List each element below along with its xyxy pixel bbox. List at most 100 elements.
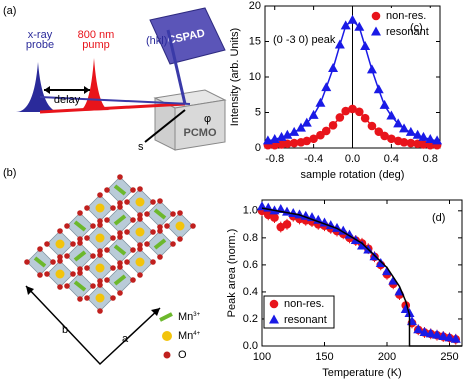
marker <box>388 275 399 285</box>
o-ion <box>70 271 76 277</box>
x-tick-label: -0.8 <box>265 153 284 165</box>
marker <box>380 131 389 141</box>
o-ion <box>157 254 163 260</box>
marker <box>341 106 350 116</box>
marker <box>335 113 345 122</box>
o-ion <box>144 211 150 217</box>
o-ion <box>97 192 103 198</box>
mn4-ion <box>95 203 105 213</box>
x-tick-label: 0.4 <box>384 153 399 165</box>
o-ion <box>117 290 123 296</box>
o-ion <box>44 271 50 277</box>
o-ion <box>24 259 30 265</box>
o-ion <box>150 229 156 235</box>
o-ion <box>170 241 176 247</box>
mn3-ion <box>73 220 87 232</box>
o-ion <box>177 236 183 242</box>
panel-b: (b) b a Mn3+ Mn4+ O <box>3 167 201 366</box>
o-ion <box>104 217 110 223</box>
o-ion <box>77 270 83 276</box>
o-ion <box>130 187 136 193</box>
marker <box>444 332 455 342</box>
o-ion <box>124 259 130 265</box>
o-ion <box>77 210 83 216</box>
marker <box>399 123 410 133</box>
marker <box>393 118 404 128</box>
marker <box>328 120 338 130</box>
mn4-ion <box>175 221 185 231</box>
o-ion <box>117 234 123 240</box>
o-ion <box>190 223 196 229</box>
marker <box>425 133 436 143</box>
o-ion <box>110 295 116 301</box>
y-tick-label: 0.4 <box>243 286 258 298</box>
legend-mn4: Mn4+ <box>178 330 201 342</box>
y-tick-label: 5 <box>255 106 261 118</box>
marker <box>379 99 390 109</box>
legend-marker <box>269 314 279 324</box>
o-ion <box>97 252 103 258</box>
legend-marker <box>269 299 279 309</box>
o-ion <box>144 241 150 247</box>
x-tick-label: 250 <box>440 351 458 363</box>
delay-label: delay <box>54 94 81 106</box>
marker <box>283 139 292 149</box>
mn4-ion <box>55 239 65 249</box>
marker <box>302 136 312 146</box>
o-ion <box>97 282 103 288</box>
marker <box>354 21 365 31</box>
o-ion <box>137 216 143 222</box>
o-ion <box>117 264 123 270</box>
marker <box>406 138 416 148</box>
x-ray-beam <box>39 96 191 105</box>
o-ion <box>137 272 143 278</box>
mn4-ion <box>135 197 145 207</box>
x-tick-label: 150 <box>315 351 333 363</box>
o-ion <box>57 284 63 290</box>
mn3-ion <box>153 208 167 220</box>
y-tick-label: 0.6 <box>243 259 258 271</box>
marker <box>348 104 357 114</box>
legend-marker <box>371 26 381 36</box>
legend-label: non-res. <box>386 10 426 22</box>
annotation: (0 -3 0) peak <box>273 34 336 46</box>
axis-a-label: a <box>122 333 129 345</box>
marker <box>340 20 351 30</box>
marker <box>308 109 319 119</box>
x-tick-label: 0.0 <box>345 153 360 165</box>
panel-a: (a) CSPAD PCMO delay x-ray probe 800 nm … <box>3 5 227 153</box>
probe-label: probe <box>26 39 54 51</box>
legend-mn3: Mn3+ <box>178 311 201 323</box>
o-ion <box>57 228 63 234</box>
pump-beam <box>39 102 186 114</box>
o-ion <box>170 211 176 217</box>
o-ion <box>137 186 143 192</box>
marker <box>432 135 443 145</box>
o-ion <box>37 272 43 278</box>
marker <box>382 266 392 276</box>
mn4-ion <box>135 227 145 237</box>
mn3-ion <box>113 244 127 256</box>
o-ion <box>104 277 110 283</box>
o-ion <box>137 212 143 218</box>
legend-label: resonant <box>386 26 429 38</box>
o-ion <box>157 228 163 234</box>
o-ion <box>37 246 43 252</box>
x-ray-pulse <box>16 62 60 112</box>
mn3-ion <box>73 280 87 292</box>
legend-o: O <box>178 349 187 361</box>
o-ion <box>117 230 123 236</box>
o-ion <box>57 258 63 264</box>
o-ion <box>110 235 116 241</box>
marker <box>355 107 364 117</box>
marker <box>418 131 429 141</box>
legend-text: Mn <box>178 311 193 323</box>
mn4-ion <box>95 293 105 303</box>
o-ion <box>157 224 163 230</box>
s-label: s <box>138 141 144 153</box>
x-tick-label: 200 <box>378 351 396 363</box>
marker <box>386 110 397 120</box>
marker <box>367 121 377 131</box>
panel-label: (b) <box>3 167 16 179</box>
